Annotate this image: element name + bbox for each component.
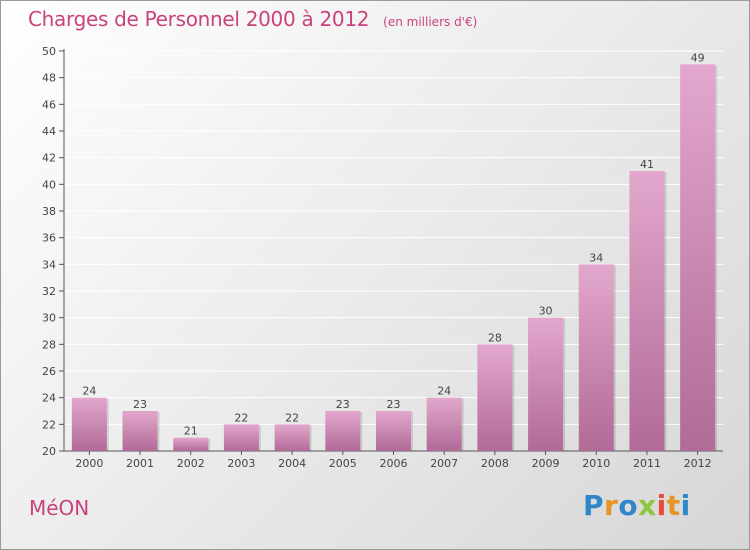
y-tick-label: 50 bbox=[42, 45, 56, 58]
bar bbox=[325, 411, 361, 451]
y-tick-label: 44 bbox=[42, 125, 56, 138]
logo-letter: o bbox=[618, 489, 639, 522]
bar bbox=[223, 424, 259, 451]
y-tick-label: 46 bbox=[42, 98, 56, 111]
x-tick-label: 2008 bbox=[481, 457, 509, 470]
logo-letter: x bbox=[638, 489, 657, 522]
x-tick-label: 2011 bbox=[633, 457, 661, 470]
axes: 20 22 24 26 28 30 32 34 36 38 40 42 44 46 48 50 bbox=[42, 45, 723, 458]
x-tick-label: 2004 bbox=[278, 457, 306, 470]
data-label: 24 bbox=[82, 385, 96, 398]
bar bbox=[71, 397, 107, 451]
title-row: Charges de Personnel 2000 à 2012 (en mill… bbox=[28, 7, 477, 31]
data-label: 22 bbox=[285, 411, 299, 424]
x-tick-label: 2000 bbox=[75, 457, 103, 470]
chart-title: Charges de Personnel 2000 à 2012 bbox=[28, 7, 370, 31]
x-tick-label: 2002 bbox=[177, 457, 205, 470]
y-tick-label: 34 bbox=[42, 258, 56, 271]
bar bbox=[426, 397, 462, 451]
data-label: 41 bbox=[640, 158, 654, 171]
bar bbox=[376, 411, 411, 451]
data-label: 23 bbox=[133, 398, 147, 411]
chart-subtitle: (en milliers d'€) bbox=[383, 15, 478, 29]
y-tick-label: 26 bbox=[42, 365, 56, 378]
bar bbox=[274, 424, 310, 451]
bar bbox=[528, 317, 564, 451]
y-tick-label: 40 bbox=[42, 178, 56, 191]
y-tick-label: 42 bbox=[42, 152, 56, 165]
x-tick-label: 2003 bbox=[227, 457, 255, 470]
y-tick-label: 20 bbox=[42, 445, 56, 458]
x-tick-label: 2006 bbox=[380, 457, 408, 470]
data-label: 23 bbox=[336, 398, 350, 411]
y-tick-label: 32 bbox=[42, 285, 56, 298]
x-tick-label: 2007 bbox=[430, 457, 458, 470]
logo-letter: t bbox=[666, 489, 681, 522]
logo-letter: r bbox=[604, 489, 619, 522]
x-tick-label: 2012 bbox=[684, 457, 712, 470]
data-label: 49 bbox=[691, 51, 705, 64]
data-label: 22 bbox=[234, 411, 248, 424]
bars bbox=[71, 64, 718, 452]
logo-letter: i bbox=[680, 489, 691, 522]
y-tick-label: 24 bbox=[42, 392, 56, 405]
labels: 2000 24 2001 23 2002 21 2003 22 2004 22 2005 23 2006… bbox=[75, 51, 711, 470]
x-tick-label: 2005 bbox=[329, 457, 357, 470]
y-tick-label: 48 bbox=[42, 72, 56, 85]
y-tick-label: 38 bbox=[42, 205, 56, 218]
y-tick-label: 28 bbox=[42, 338, 56, 351]
x-tick-label: 2001 bbox=[126, 457, 154, 470]
bar bbox=[173, 437, 209, 451]
logo-letter: P bbox=[583, 489, 605, 522]
data-label: 24 bbox=[437, 385, 451, 398]
x-tick-label: 2009 bbox=[532, 457, 560, 470]
data-label: 30 bbox=[539, 305, 553, 318]
bar bbox=[680, 64, 716, 452]
bar bbox=[477, 344, 513, 451]
bar bbox=[629, 171, 665, 451]
bar bbox=[578, 264, 614, 451]
gridlines bbox=[64, 50, 723, 425]
proxiti-logo: Proxiti bbox=[583, 489, 691, 522]
data-label: 21 bbox=[184, 425, 198, 438]
y-tick-label: 36 bbox=[42, 232, 56, 245]
data-label: 23 bbox=[387, 398, 401, 411]
y-tick-label: 30 bbox=[42, 312, 56, 325]
data-label: 34 bbox=[589, 251, 603, 264]
commune-name: MéON bbox=[29, 496, 90, 520]
bar bbox=[122, 411, 158, 451]
logo-letter: i bbox=[656, 489, 667, 522]
x-tick-label: 2010 bbox=[582, 457, 610, 470]
data-label: 28 bbox=[488, 331, 502, 344]
y-tick-label: 22 bbox=[42, 418, 56, 431]
